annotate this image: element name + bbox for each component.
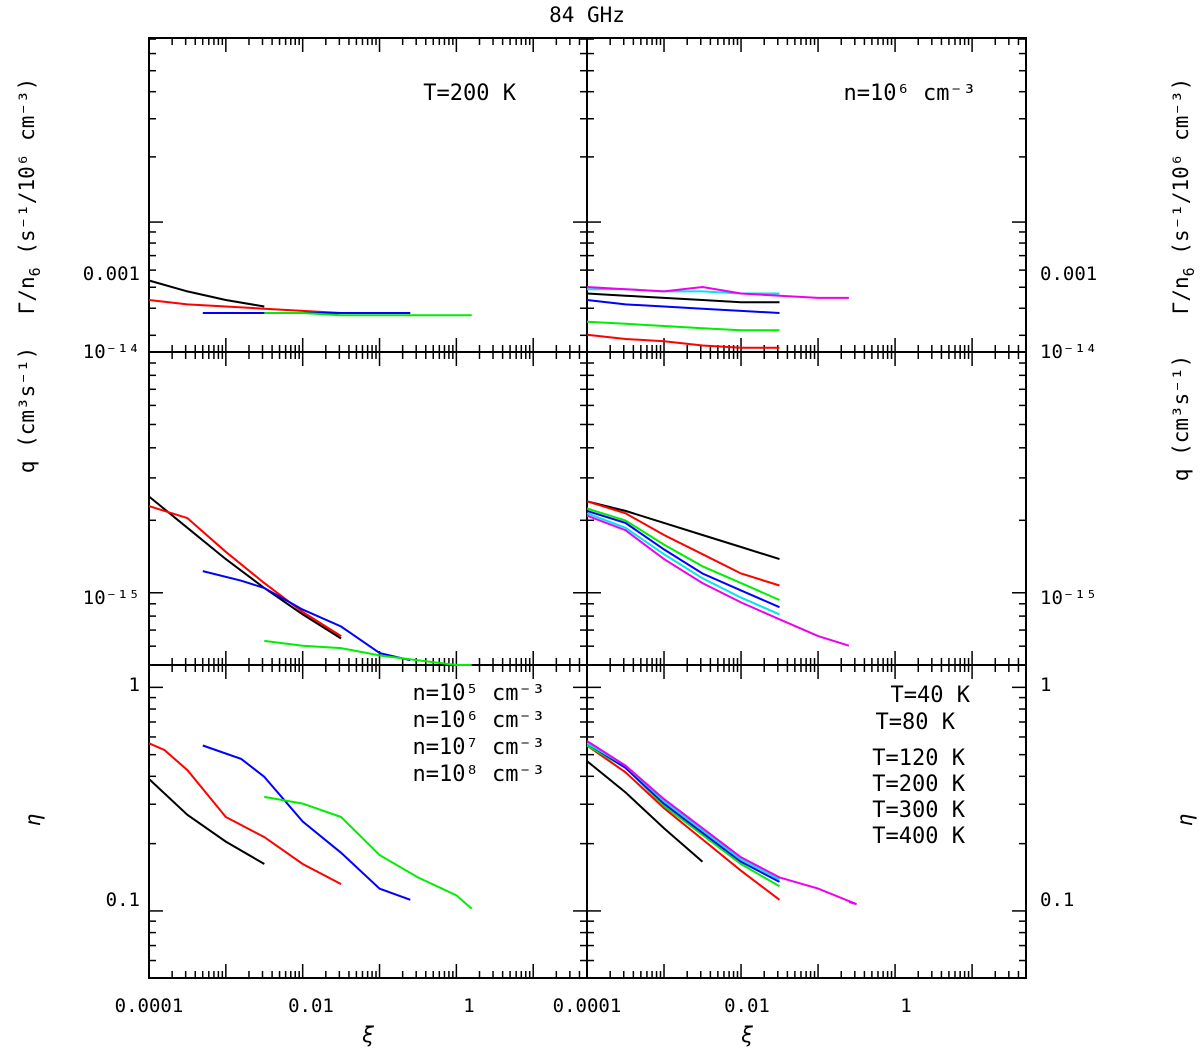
series-top-right-T80	[586, 333, 780, 349]
series-top-right-T400	[586, 285, 849, 299]
xlabel-left: ξ	[362, 1023, 375, 1047]
xlabel-right: ξ	[741, 1023, 754, 1047]
ytick-bot-right-1: 1	[1040, 674, 1051, 696]
series-middle-right-T400	[586, 514, 850, 647]
xtick-right-1: 1	[900, 995, 911, 1017]
series-top-left-n1e5	[148, 279, 265, 308]
legend-right: T=40 K T=80 K T=120 K T=200 K T=300 K T=…	[872, 683, 970, 849]
series-middle-left-n1e5	[148, 495, 342, 640]
series-bottom-right-T400	[586, 740, 857, 906]
ytick-mid-right: 10⁻¹⁵	[1040, 587, 1097, 609]
xtick-left-1: 1	[463, 995, 474, 1017]
legend-right-T120: T=120 K	[872, 746, 965, 771]
legend-left: n=10⁵ cm⁻³ n=10⁶ cm⁻³ n=10⁷ cm⁻³ n=10⁸ c…	[413, 681, 545, 787]
series-top-left-n1e6	[148, 299, 342, 314]
xtick-left-0.01: 0.01	[288, 995, 334, 1017]
series-bottom-left-n1e6	[148, 742, 342, 885]
annotation-left-top: T=200 K	[423, 81, 516, 106]
series-bottom-left-n1e5	[148, 778, 265, 865]
series-bottom-left-n1e8	[264, 795, 473, 910]
legend-left-n1e6: n=10⁶ cm⁻³	[413, 708, 545, 733]
series-middle-right-T120	[586, 507, 780, 601]
annotation-right-top: n=10⁶ cm⁻³	[844, 81, 976, 106]
legend-left-n1e8: n=10⁸ cm⁻³	[413, 762, 545, 787]
legend-right-T40: T=40 K	[891, 683, 971, 708]
ytick-bot-left-1: 1	[129, 674, 140, 696]
ylabel-row3-left: η	[21, 814, 45, 827]
ylabel-row2-left: q (cm³s⁻¹)	[15, 347, 39, 473]
series-bottom-right-T80	[586, 744, 781, 901]
ylabel-row3-right: η	[1173, 814, 1197, 827]
series-middle-left-n1e6	[148, 505, 342, 637]
legend-right-T400: T=400 K	[872, 824, 965, 849]
series-middle-right-T80	[586, 500, 780, 587]
series-top-left-n1e8	[264, 312, 472, 317]
series-bottom-left-n1e7	[202, 744, 411, 901]
legend-right-T300: T=300 K	[872, 798, 965, 823]
legend-right-T80: T=80 K	[876, 710, 956, 735]
legend-right-T200: T=200 K	[872, 772, 965, 797]
ticks	[148, 38, 1027, 978]
series-top-right-T120	[586, 320, 780, 332]
series-middle-right-T200	[586, 509, 780, 609]
series-bottom-right-T200	[586, 742, 780, 883]
xtick-left-0.0001: 0.0001	[115, 995, 184, 1017]
series-bottom-right-T40	[586, 760, 704, 863]
ytick-mid-left: 10⁻¹⁵	[83, 587, 140, 609]
ytick-top-right-bottom: 10⁻¹⁴	[1040, 341, 1097, 363]
ytick-bot-left-0.1: 0.1	[106, 889, 140, 911]
xtick-right-0.0001: 0.0001	[553, 995, 622, 1017]
xtick-right-0.01: 0.01	[724, 995, 770, 1017]
series-top-right-T40	[586, 292, 780, 304]
ytick-top-right-0.001: 0.001	[1040, 263, 1097, 285]
legend-left-n1e7: n=10⁷ cm⁻³	[413, 735, 545, 760]
legend-left-n1e5: n=10⁵ cm⁻³	[413, 681, 545, 706]
ytick-bot-right-0.1: 0.1	[1040, 889, 1074, 911]
ylabel-row1-left: Γ/n6 (s⁻¹/10⁶ cm⁻³)	[15, 78, 44, 315]
ytick-top-left-bottom: 10⁻¹⁴	[83, 341, 140, 363]
ylabel-row1-right: Γ/n6 (s⁻¹/10⁶ cm⁻³)	[1169, 78, 1198, 315]
series-bottom-right-T300	[586, 742, 780, 881]
series-middle-left-n1e8	[264, 639, 472, 666]
ylabel-row2-right: q (cm³s⁻¹)	[1169, 355, 1193, 481]
series-middle-right-T300	[586, 512, 780, 616]
figure-title: 84 GHz	[549, 3, 625, 27]
ytick-top-left-0.001: 0.001	[83, 263, 140, 285]
series-middle-right-T40	[586, 500, 780, 561]
series-middle-left-n1e7	[202, 570, 411, 662]
series-top-right-T200	[586, 299, 780, 314]
series-layer	[148, 279, 857, 910]
frame-left	[148, 37, 588, 979]
